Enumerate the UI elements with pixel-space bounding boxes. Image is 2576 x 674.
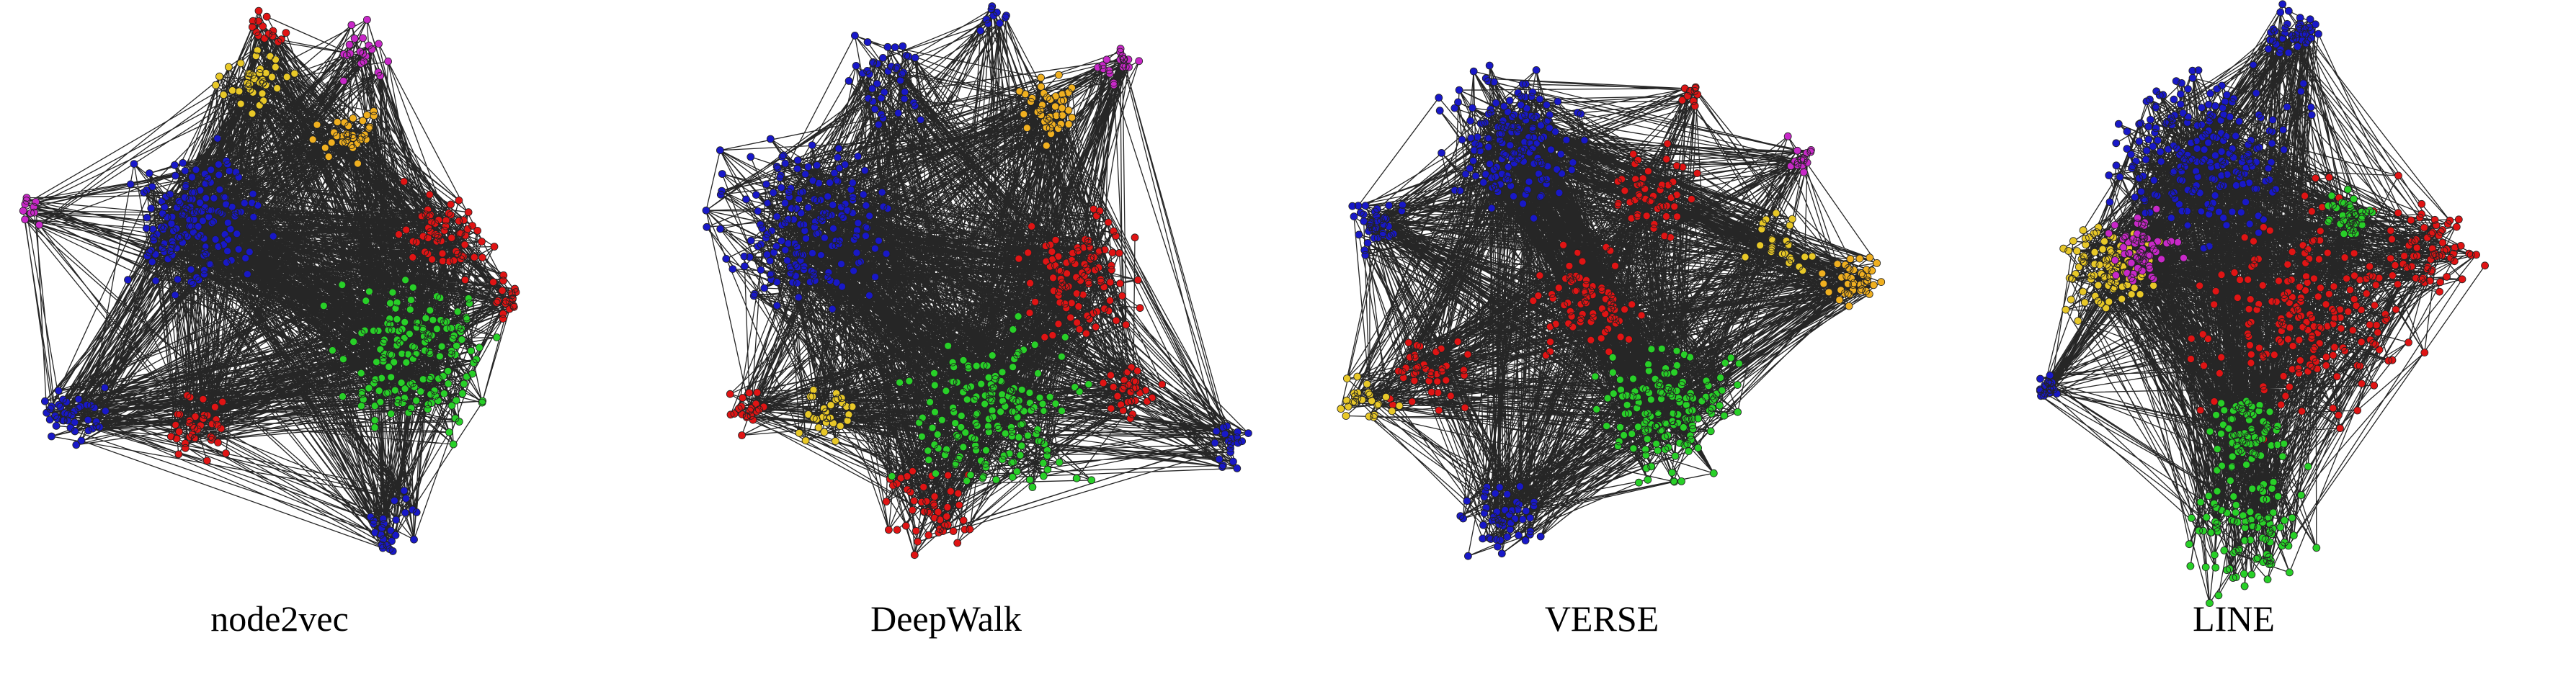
nodes	[2187, 171, 2490, 444]
nodes	[1015, 71, 1077, 150]
nodes	[19, 16, 393, 229]
nodes	[1386, 83, 1702, 415]
panel	[2036, 0, 2490, 607]
caption: LINE	[2193, 598, 2275, 639]
nodes	[1818, 253, 1886, 310]
nodes	[702, 2, 1252, 472]
edges	[22, 10, 517, 552]
caption: node2vec	[210, 598, 349, 639]
nodes	[1783, 132, 1815, 176]
nodes	[41, 134, 421, 555]
nodes	[1337, 209, 1817, 421]
nodes	[795, 386, 857, 445]
panel	[702, 2, 1252, 560]
caption: VERSE	[1545, 598, 1659, 639]
nodes	[1591, 344, 1743, 487]
nodes	[212, 46, 299, 118]
panel	[19, 6, 520, 555]
edges	[705, 6, 1249, 556]
panel	[1337, 61, 1886, 560]
nodes	[319, 276, 501, 449]
nodes	[2185, 185, 2376, 607]
nodes	[2036, 0, 2322, 400]
nodes	[2105, 205, 2188, 285]
nodes	[1348, 61, 1589, 560]
nodes	[1094, 45, 1144, 89]
nodes	[166, 6, 520, 465]
caption: DeepWalk	[870, 598, 1022, 639]
nodes	[888, 313, 1096, 491]
nodes	[308, 107, 378, 168]
